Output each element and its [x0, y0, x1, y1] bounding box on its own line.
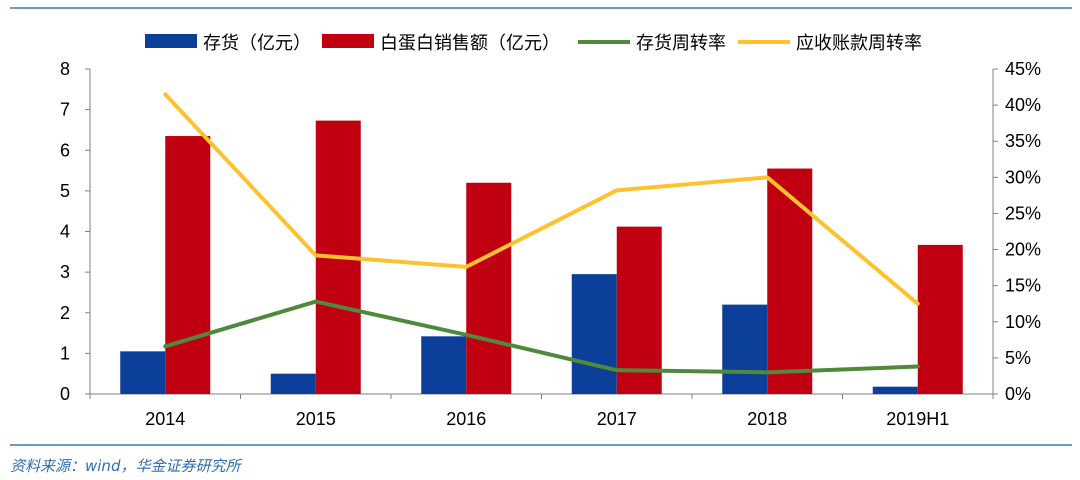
bar-albumin-sales: [767, 168, 813, 394]
bar-inventory: [571, 274, 617, 394]
bar-inventory: [270, 373, 316, 394]
right-tick-label: 35%: [1005, 131, 1041, 151]
left-tick-label: 3: [60, 262, 70, 282]
right-tick-label: 5%: [1005, 348, 1031, 368]
left-tick-label: 2: [60, 303, 70, 323]
right-tick-label: 25%: [1005, 203, 1041, 223]
bar-inventory: [722, 304, 768, 394]
x-tick-label: 2019H1: [886, 409, 949, 429]
left-tick-label: 0: [60, 384, 70, 404]
right-tick-label: 45%: [1005, 59, 1041, 79]
left-tick-label: 1: [60, 343, 70, 363]
x-tick-label: 2016: [446, 409, 486, 429]
bar-albumin-sales: [165, 136, 211, 394]
right-tick-label: 15%: [1005, 276, 1041, 296]
bar-inventory: [872, 386, 918, 394]
x-tick-label: 2015: [296, 409, 336, 429]
legend-label: 白蛋白销售额（亿元）: [380, 33, 560, 54]
left-tick-label: 4: [60, 222, 70, 242]
x-tick-label: 2014: [145, 409, 185, 429]
legend-label: 存货周转率: [636, 33, 726, 54]
left-tick-label: 7: [60, 100, 70, 120]
legend-swatch: [322, 34, 374, 48]
right-tick-label: 30%: [1005, 167, 1041, 187]
left-tick-label: 5: [60, 181, 70, 201]
right-tick-label: 20%: [1005, 240, 1041, 260]
bar-inventory: [421, 336, 467, 394]
top-rule: [10, 7, 1072, 9]
line-inventory-turnover: [163, 299, 920, 375]
x-tick-label: 2017: [597, 409, 637, 429]
legend-swatch: [145, 34, 197, 48]
source-note: 资料来源：wind，华金证券研究所: [10, 457, 241, 475]
bar-inventory: [120, 351, 166, 394]
left-tick-label: 8: [60, 59, 70, 79]
bar-albumin-sales: [466, 182, 512, 394]
bottom-rule: [10, 444, 1072, 446]
legend-label: 存货（亿元）: [203, 33, 311, 54]
legend-label: 应收账款周转率: [796, 33, 922, 54]
right-tick-label: 40%: [1005, 95, 1041, 115]
left-tick-label: 6: [60, 140, 70, 160]
bar-albumin-sales: [616, 226, 662, 394]
line-receivables-turnover: [163, 92, 920, 306]
bar-albumin-sales: [917, 244, 963, 394]
right-tick-label: 0%: [1005, 384, 1031, 404]
x-tick-label: 2018: [747, 409, 787, 429]
right-tick-label: 10%: [1005, 312, 1041, 332]
